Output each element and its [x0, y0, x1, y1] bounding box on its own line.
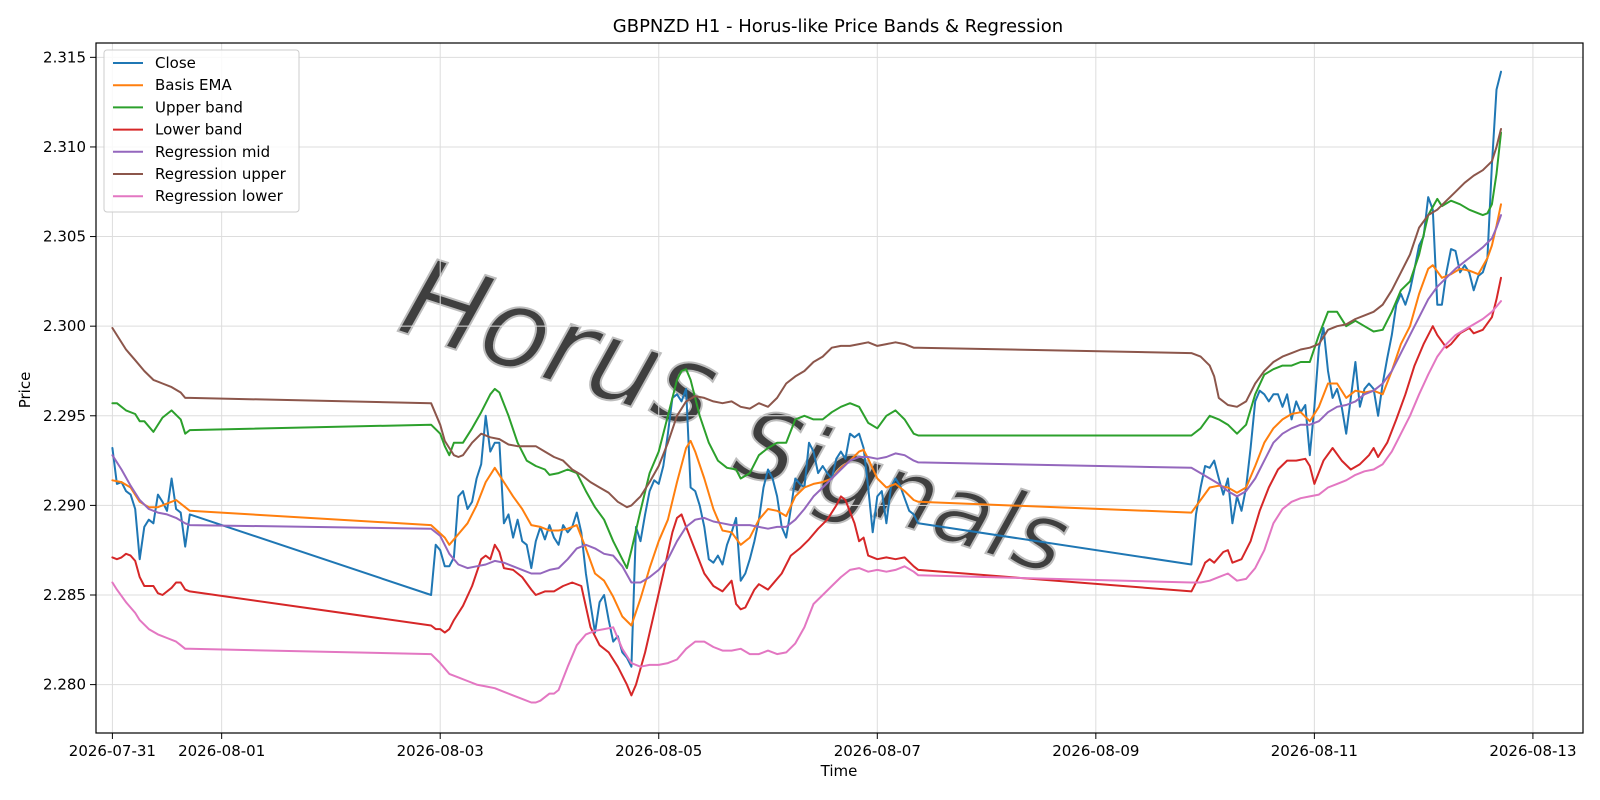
- legend-label: Lower band: [155, 121, 242, 139]
- x-tick-label: 2026-07-31: [69, 742, 156, 760]
- y-tick-label: 2.310: [43, 138, 86, 156]
- x-axis: 2026-07-31 2026-08-01 2026-08-03 2026-08-05…: [69, 733, 1577, 760]
- x-tick-label: 2026-08-03: [397, 742, 484, 760]
- y-axis-label: Price: [16, 372, 34, 409]
- series-line-close: [111, 70, 1502, 668]
- legend-label: Regression upper: [155, 165, 287, 183]
- x-tick-label: 2026-08-13: [1489, 742, 1576, 760]
- legend-label: Regression mid: [155, 143, 270, 161]
- y-tick-label: 2.300: [43, 317, 86, 335]
- chart-title: GBPNZD H1 - Horus-like Price Bands & Reg…: [613, 16, 1063, 37]
- x-tick-label: 2026-08-05: [615, 742, 702, 760]
- grid-lines: [96, 43, 1583, 733]
- legend-label: Upper band: [155, 98, 243, 116]
- y-tick-label: 2.305: [43, 228, 86, 246]
- x-tick-label: 2026-08-07: [834, 742, 921, 760]
- legend: Close Basis EMA Upper band Lower band Regres…: [103, 49, 300, 213]
- series-layer: [111, 70, 1502, 704]
- x-axis-label: Time: [820, 762, 858, 780]
- series-line-regression-upper: [111, 128, 1502, 509]
- legend-label: Basis EMA: [155, 76, 232, 94]
- series-line-lower-band: [111, 276, 1502, 697]
- series-line-basis-ema: [111, 203, 1502, 627]
- plot-area-frame: [95, 42, 1584, 734]
- y-tick-label: 2.315: [43, 48, 86, 66]
- series-line-upper-band: [111, 131, 1502, 570]
- series-line-regression-mid: [111, 214, 1502, 584]
- y-tick-label: 2.290: [43, 496, 86, 514]
- x-tick-label: 2026-08-01: [178, 742, 265, 760]
- y-tick-label: 2.280: [43, 676, 86, 694]
- y-tick-label: 2.295: [43, 407, 86, 425]
- legend-box: [103, 49, 300, 213]
- legend-label: Close: [155, 54, 196, 72]
- series-line-regression-lower: [111, 300, 1502, 704]
- legend-label: Regression lower: [155, 187, 284, 205]
- y-axis: 2.280 2.285 2.290 2.295 2.300 2.305 2.310 2.315: [43, 48, 96, 694]
- x-tick-label: 2026-08-09: [1052, 742, 1139, 760]
- y-tick-label: 2.285: [43, 586, 86, 604]
- x-tick-label: 2026-08-11: [1271, 742, 1358, 760]
